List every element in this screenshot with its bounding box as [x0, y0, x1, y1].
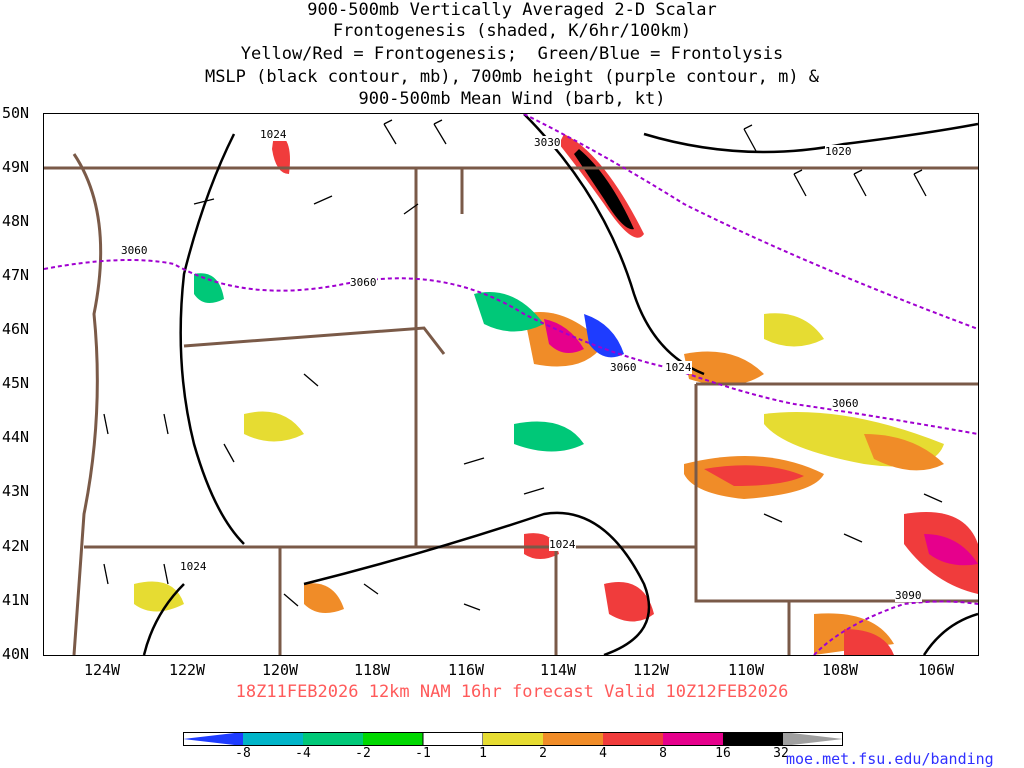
mslp-label: 1024	[549, 538, 576, 551]
lat-label-46n: 46N	[2, 320, 30, 338]
mslp-label: 1024	[665, 361, 692, 374]
colorbar-label: 1	[479, 746, 487, 761]
mslp-label: 1024	[180, 560, 207, 573]
lat-label-50n: 50N	[2, 104, 30, 122]
title-line-1: 900-500mb Vertically Averaged 2-D Scalar	[307, 0, 717, 20]
lon-label-120w: 120W	[261, 661, 299, 679]
colorbar-label: 4	[599, 746, 607, 761]
lat-label-41n: 41N	[2, 591, 30, 609]
colorbar-swatch	[543, 732, 603, 746]
colorbar-swatch	[243, 732, 303, 746]
lon-label-108w: 108W	[821, 661, 859, 679]
colorbar-swatch	[783, 732, 843, 746]
lon-label-124w: 124W	[83, 661, 121, 679]
title-line-2: Frontogenesis (shaded, K/6hr/100km)	[332, 21, 692, 41]
credit-link[interactable]: moe.met.fsu.edu/banding	[786, 750, 994, 768]
lon-label-122w: 122W	[168, 661, 206, 679]
title-line-5: 900-500mb Mean Wind (barb, kt)	[358, 89, 666, 109]
lat-label-47n: 47N	[2, 266, 30, 284]
lat-label-45n: 45N	[2, 374, 30, 392]
colorbar-label: -2	[355, 746, 371, 761]
colorbar-swatch	[363, 732, 423, 746]
mslp-label: 1020	[825, 145, 852, 158]
colorbar-swatch	[422, 732, 484, 746]
lon-label-110w: 110W	[727, 661, 765, 679]
height-label: 3030	[534, 136, 561, 149]
map-svg	[44, 114, 978, 655]
wind-barbs	[103, 119, 943, 611]
colorbar-label: -4	[295, 746, 311, 761]
colorbar	[183, 732, 843, 746]
height-label: 3090	[895, 589, 922, 602]
lat-label-44n: 44N	[2, 428, 30, 446]
colorbar-label: 8	[659, 746, 667, 761]
colorbar-swatch	[663, 732, 723, 746]
colorbar-label: -8	[235, 746, 251, 761]
colorbar-swatch	[723, 732, 783, 746]
title-line-4: MSLP (black contour, mb), 700mb height (…	[204, 67, 820, 87]
map-panel: 1024 1024 1024 1024 1020 3030 3060 3060 …	[43, 113, 979, 656]
height-label: 3060	[832, 397, 859, 410]
height-label: 3060	[350, 276, 377, 289]
lat-label-49n: 49N	[2, 158, 30, 176]
colorbar-label: 32	[773, 746, 789, 761]
lat-label-40n: 40N	[2, 645, 30, 663]
mslp-label: 1024	[260, 128, 287, 141]
frontogenesis-shading	[134, 134, 978, 655]
colorbar-label: -1	[415, 746, 431, 761]
valid-time-line: 18Z11FEB2026 12km NAM 16hr forecast Vali…	[235, 682, 789, 702]
height-contours	[44, 114, 978, 655]
lon-label-116w: 116W	[447, 661, 485, 679]
lon-label-118w: 118W	[353, 661, 391, 679]
lon-label-106w: 106W	[917, 661, 955, 679]
colorbar-label: 16	[715, 746, 731, 761]
height-label: 3060	[121, 244, 148, 257]
title-line-3: Yellow/Red = Frontogenesis; Green/Blue =…	[240, 44, 784, 64]
height-label: 3060	[610, 361, 637, 374]
colorbar-swatch	[483, 732, 543, 746]
lon-label-112w: 112W	[632, 661, 670, 679]
lat-label-48n: 48N	[2, 212, 30, 230]
lat-label-43n: 43N	[2, 482, 30, 500]
colorbar-label: 2	[539, 746, 547, 761]
colorbar-swatch	[183, 732, 243, 746]
colorbar-swatch	[603, 732, 663, 746]
lon-label-114w: 114W	[539, 661, 577, 679]
lat-label-42n: 42N	[2, 537, 30, 555]
colorbar-swatch	[303, 732, 363, 746]
